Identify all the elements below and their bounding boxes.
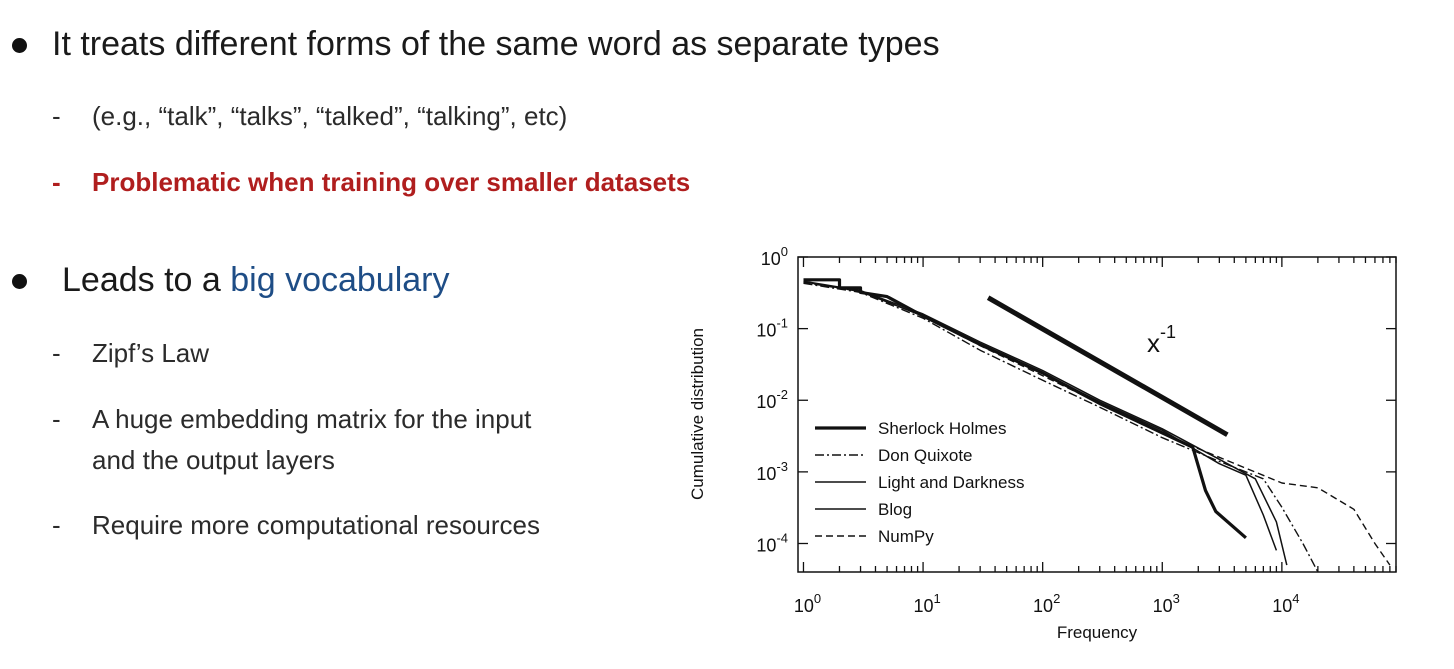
x-tick-label: 104 — [1272, 591, 1299, 616]
y-tick-label: 10-1 — [756, 316, 788, 341]
sub-embedding-line2: and the output layers — [92, 445, 335, 475]
reference-line-label: x-1 — [1147, 322, 1176, 358]
x-axis-label: Frequency — [1057, 623, 1138, 642]
y-tick-label: 10-4 — [756, 530, 788, 555]
x-tick-label: 103 — [1153, 591, 1180, 616]
y-tick-label: 10-3 — [756, 459, 788, 484]
sub-resources-text: Require more computational resources — [92, 510, 540, 540]
bullet-dot-1 — [12, 38, 27, 53]
legend-label-3: Blog — [878, 500, 912, 519]
x-tick-label: 100 — [794, 591, 821, 616]
legend-label-2: Light and Darkness — [878, 473, 1024, 492]
bullet-2-highlight: big vocabulary — [230, 261, 450, 299]
bullet-1-text: It treats different forms of the same wo… — [52, 25, 940, 63]
sub-dash: - — [52, 404, 61, 434]
bullet-2-prefix: Leads to a — [62, 261, 231, 299]
reference-line — [986, 295, 1229, 437]
legend-label-4: NumPy — [878, 527, 934, 546]
series-line-1 — [803, 282, 1319, 573]
x-tick-label: 102 — [1033, 591, 1060, 616]
bullet-dot-2 — [12, 274, 27, 289]
series-line-3 — [803, 281, 1278, 551]
x-tick-label: 101 — [913, 591, 940, 616]
sub-dash: - — [52, 510, 61, 540]
y-tick-label: 10-2 — [756, 387, 788, 412]
plot-frame — [797, 256, 1397, 573]
sub-dash: - — [52, 101, 61, 131]
sub-dash: - — [52, 338, 61, 368]
y-axis-label: Cumulative distribution — [688, 328, 707, 500]
sub-example-text: (e.g., “talk”, “talks”, “talked”, “talki… — [92, 101, 568, 131]
sub-embedding-line1: A huge embedding matrix for the input — [92, 404, 532, 434]
sub-dash: - — [52, 167, 61, 197]
legend-label-0: Sherlock Holmes — [878, 419, 1007, 438]
series-line-2 — [803, 280, 1288, 566]
sub-problematic-text: Problematic when training over smaller d… — [92, 167, 691, 197]
legend-label-1: Don Quixote — [878, 446, 973, 465]
zipf-chart: 100 101 102 103 104 100 10-1 10-2 10-3 10-4 x-1 S… — [688, 244, 1397, 642]
series-line-4 — [803, 281, 1391, 566]
y-tick-label: 100 — [761, 244, 788, 269]
sub-zipf-text: Zipf’s Law — [92, 338, 210, 368]
bullet-2-text: Leads to a big vocabulary — [62, 261, 450, 300]
